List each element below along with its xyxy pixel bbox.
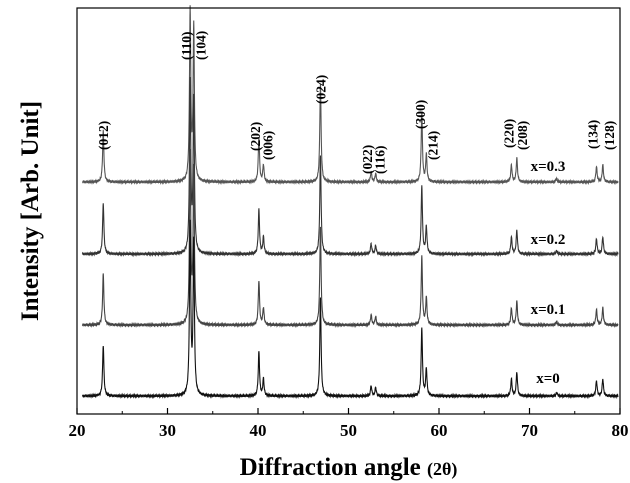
series-label: x=0.1: [531, 302, 566, 318]
peak-label: (116): [373, 146, 388, 175]
x-axis-title: Diffraction angle (2θ): [240, 454, 458, 481]
series-label: x=0: [536, 371, 560, 387]
peak-label: (214): [425, 131, 440, 160]
peak-label: (134): [585, 120, 600, 149]
x-tick-label: 30: [159, 421, 176, 440]
peak-label: (220): [501, 119, 516, 148]
peak-label: (128): [602, 121, 617, 150]
peak-label: (012): [96, 121, 111, 150]
x-tick-label: 70: [521, 421, 538, 440]
peak-label: (022): [360, 145, 375, 174]
peak-label: (110): [179, 32, 194, 61]
peak-label: (202): [248, 122, 263, 151]
series-label: x=0.2: [531, 232, 566, 248]
x-axis-title-main: Diffraction angle: [240, 454, 427, 481]
series-label: x=0.3: [531, 159, 566, 175]
x-axis-title-unit: (2θ): [427, 459, 457, 480]
plot-frame: [76, 7, 621, 415]
series-line: [81, 76, 619, 258]
peak-labels: (012) (110) (104) (202)(006) (024) (022)(116)…: [96, 31, 617, 174]
series-line: [81, 148, 619, 329]
x-tick-label: 80: [612, 421, 629, 440]
peak-label: (300): [413, 100, 428, 129]
peak-label: (104): [194, 31, 209, 60]
y-axis-title: Intensity [Arb. Unit]: [17, 101, 44, 321]
x-tick-label: 20: [69, 421, 86, 440]
series-traces: [81, 5, 619, 400]
peak-label: (024): [313, 75, 328, 104]
series-labels: x=0.3 x=0.2 x=0.1 x=0: [531, 159, 566, 387]
x-axis-ticks: 20 30 40 50 60 70 80: [69, 408, 629, 440]
series-line: [82, 219, 619, 400]
x-tick-label: 50: [340, 421, 357, 440]
series-line: [82, 5, 619, 186]
x-tick-label: 60: [431, 421, 448, 440]
peak-label: (006): [260, 131, 275, 160]
peak-label: (208): [515, 121, 530, 150]
x-tick-label: 40: [250, 421, 267, 440]
